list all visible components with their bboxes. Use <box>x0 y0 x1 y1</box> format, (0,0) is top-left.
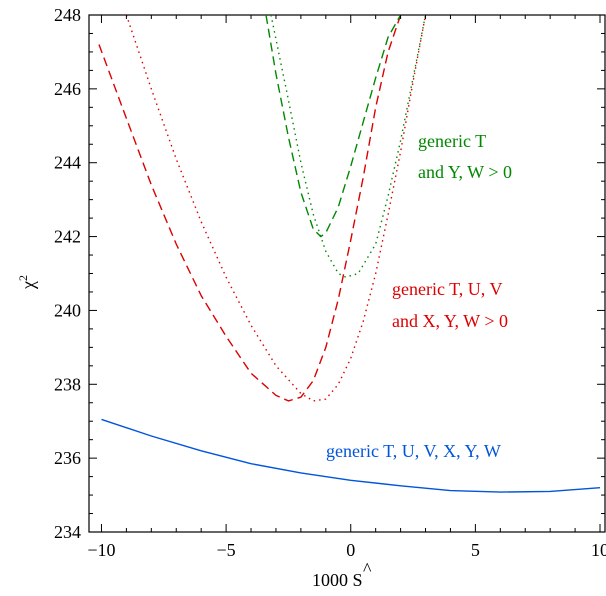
annotation-blue-line-1: generic T, U, V, X, Y, W <box>326 441 501 461</box>
y-axis-title-main: χ <box>18 281 38 290</box>
x-tick-label-2: 0 <box>346 540 355 560</box>
x-axis-title: 1000 S <box>312 570 363 590</box>
x-tick-label-4: 10 <box>591 540 606 560</box>
tick-labels: −10 −5 0 5 10 234 236 238 240 242 244 246 248 <box>54 5 606 560</box>
y-axis-title: χ2 <box>16 275 38 290</box>
series-line-4 <box>270 14 427 278</box>
ticks <box>89 14 605 533</box>
x-tick-label-3: 5 <box>471 540 480 560</box>
y-axis-title-sup: 2 <box>16 275 30 281</box>
annotation-green-line-1: generic T <box>418 131 486 151</box>
x-tick-label-1: −5 <box>217 540 236 560</box>
annotation-red-line-2: and X, Y, W > 0 <box>392 311 508 331</box>
annotation-red-line-1: generic T, U, V <box>392 279 502 299</box>
series-line-1 <box>98 14 402 402</box>
y-tick-label-7: 248 <box>54 5 81 25</box>
x-axis-title-hat: ^ <box>363 559 372 579</box>
y-tick-label-5: 244 <box>54 153 81 173</box>
y-tick-label-2: 238 <box>54 374 81 394</box>
y-tick-label-6: 246 <box>54 79 81 99</box>
series-line-0 <box>101 418 601 493</box>
x-tick-label-0: −10 <box>87 540 115 560</box>
y-tick-label-0: 234 <box>54 522 81 542</box>
annotation-green-line-2: and Y, W > 0 <box>418 162 512 182</box>
series-line-2 <box>125 14 427 402</box>
y-tick-label-1: 236 <box>54 448 81 468</box>
curves <box>98 14 601 493</box>
y-tick-label-4: 242 <box>54 227 81 247</box>
series-line-3 <box>265 14 402 238</box>
y-tick-label-3: 240 <box>54 300 81 320</box>
